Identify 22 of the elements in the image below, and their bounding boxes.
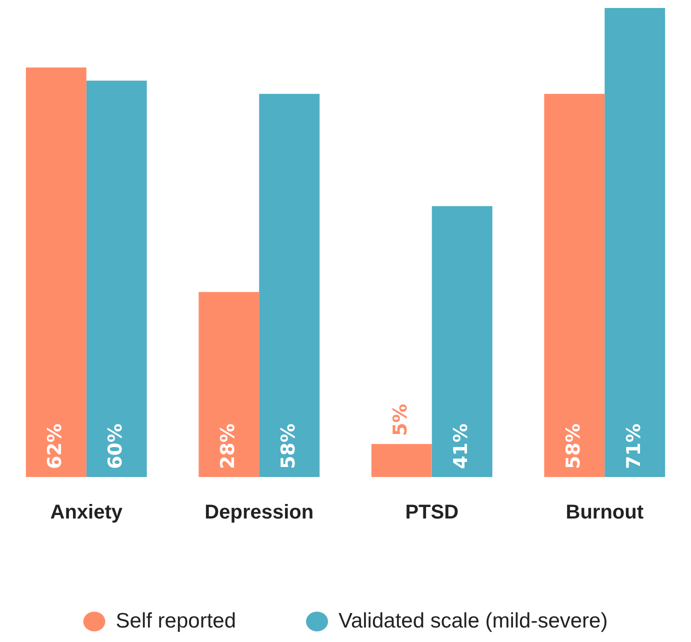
legend-label: Validated scale (mild-severe) xyxy=(338,609,608,632)
data-label: 58% xyxy=(562,424,584,469)
data-label: 28% xyxy=(216,424,239,469)
bar xyxy=(544,94,605,477)
data-label: 60% xyxy=(104,424,127,469)
data-label: 62% xyxy=(44,424,66,469)
data-label: 5% xyxy=(390,404,412,436)
data-label: 58% xyxy=(277,424,300,469)
bar xyxy=(259,94,320,477)
bar xyxy=(198,292,260,477)
x-tick-label: Anxiety xyxy=(50,502,124,524)
x-tick-label: PTSD xyxy=(405,502,459,524)
x-tick-label: Burnout xyxy=(566,502,644,524)
legend-label: Self reported xyxy=(116,609,236,632)
bar xyxy=(604,8,666,477)
bar xyxy=(371,444,432,477)
bar xyxy=(86,80,147,477)
data-label: 71% xyxy=(622,424,645,469)
bar xyxy=(432,206,492,477)
bar xyxy=(26,67,86,477)
data-label: 41% xyxy=(450,424,472,469)
x-tick-label: Depression xyxy=(204,502,314,524)
